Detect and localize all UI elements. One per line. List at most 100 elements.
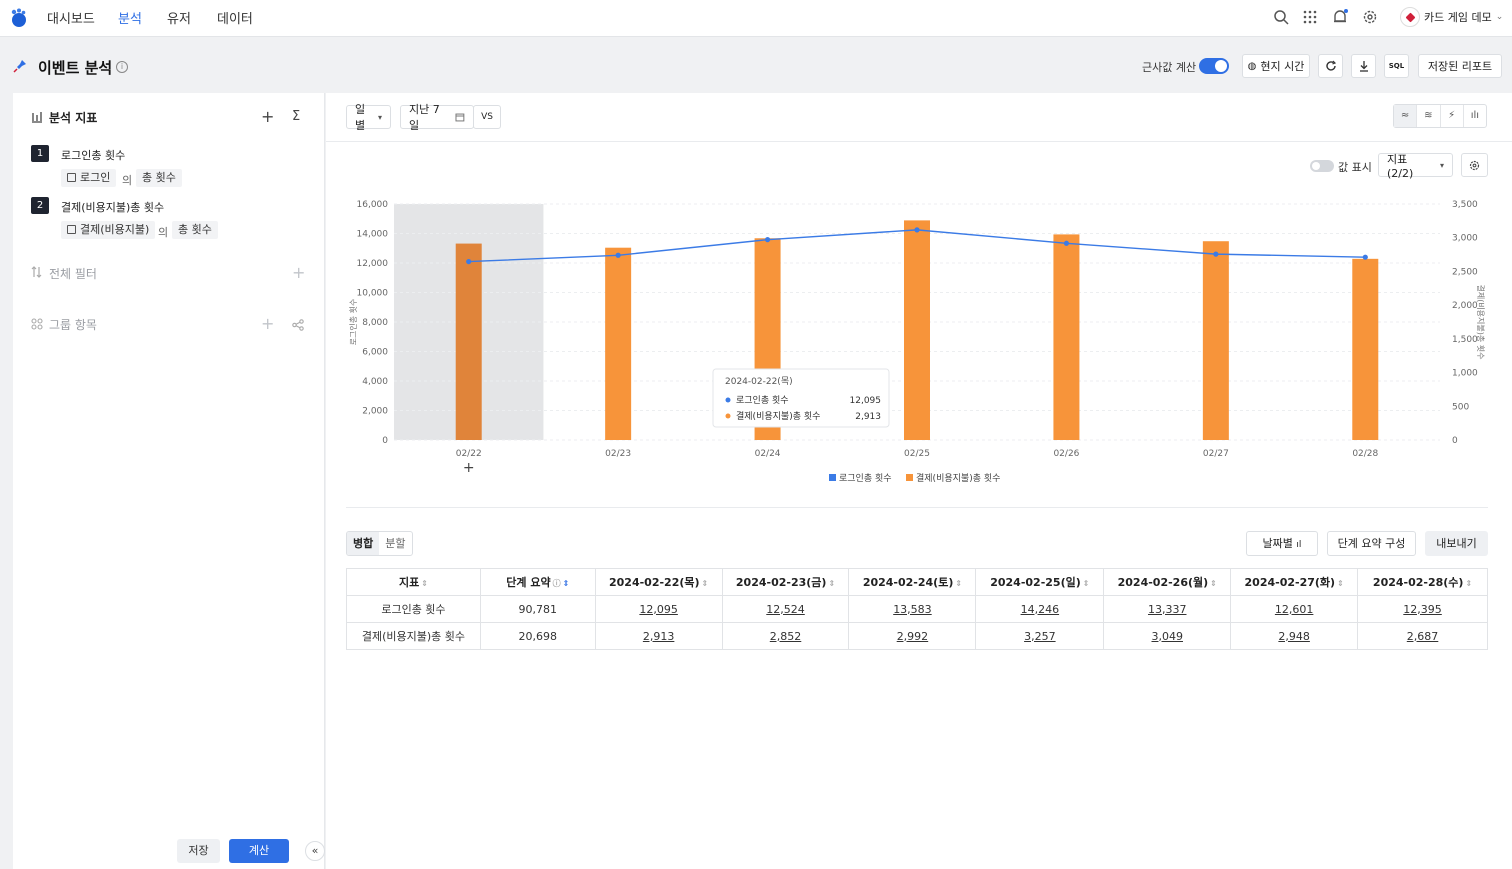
column-header[interactable]: 지표 ⇕ xyxy=(346,568,481,596)
value-cell[interactable]: 2,852 xyxy=(721,622,850,650)
export-button[interactable]: 내보내기 xyxy=(1425,531,1488,556)
value-cell[interactable]: 12,524 xyxy=(721,595,850,623)
y2-tick-label: 3,500 xyxy=(1452,200,1478,210)
globe-icon: ◍ xyxy=(1247,60,1257,72)
value-cell[interactable]: 2,948 xyxy=(1230,622,1359,650)
saved-report-button[interactable]: 저장된 리포트 xyxy=(1418,54,1502,78)
sql-button[interactable]: SQL xyxy=(1384,54,1409,78)
by-date-button[interactable]: 날짜별 ıl xyxy=(1246,531,1318,556)
nav-data[interactable]: 데이터 xyxy=(217,12,253,27)
add-group-icon[interactable]: + xyxy=(261,314,275,333)
nav-dashboard[interactable]: 대시보드 xyxy=(47,12,95,27)
column-header[interactable]: 2024-02-23(금) ⇕ xyxy=(721,568,850,596)
legend-label: 결제(비용지불)총 횟수 xyxy=(916,472,1000,484)
aggregation-chip[interactable]: 총 횟수 xyxy=(172,221,218,239)
y-tick-label: 12,000 xyxy=(357,259,389,269)
legend-label: 로그인총 횟수 xyxy=(839,472,892,484)
local-time-label: 현지 시간 xyxy=(1260,60,1305,73)
aggregation-chip[interactable]: 총 횟수 xyxy=(136,169,182,187)
chart-type-switcher: ≈ ≋ ⚡ ılı xyxy=(1393,104,1487,128)
refresh-button[interactable] xyxy=(1318,54,1343,78)
table-header-row: 지표 ⇕ 단계 요약 ⓘ ⇕ 2024-02-22(목) ⇕ 2024-02-23(금)… xyxy=(346,568,1488,596)
user-menu[interactable]: 카드 게임 데모 ⌄ xyxy=(1400,6,1503,28)
y-axis-label: 로그인총 횟수 xyxy=(348,299,358,346)
metric-select[interactable]: 지표 (2/2) ▾ xyxy=(1378,153,1453,180)
column-header[interactable]: 2024-02-26(월) ⇕ xyxy=(1103,568,1232,596)
of-label: 의 xyxy=(122,174,133,187)
value-cell[interactable]: 12,395 xyxy=(1357,595,1488,623)
merge-mode-tab[interactable]: 병합 xyxy=(347,532,380,555)
tooltip-box xyxy=(712,368,890,428)
tooltip-value: 2,913 xyxy=(855,412,881,422)
y-tick-label: 16,000 xyxy=(357,200,389,210)
calculate-button[interactable]: 계산 xyxy=(229,839,289,863)
notification-bell-icon[interactable] xyxy=(1331,8,1349,26)
add-metric-icon[interactable]: + xyxy=(261,107,275,126)
metrics-section-title: 분석 지표 xyxy=(49,111,98,125)
event-label: 결제(비용지불) xyxy=(80,223,150,236)
compare-vs-button[interactable]: VS xyxy=(473,105,501,129)
calendar-icon xyxy=(455,113,465,122)
info-icon[interactable]: i xyxy=(116,61,128,73)
share-icon[interactable] xyxy=(292,319,304,331)
info-icon: ⓘ xyxy=(552,579,561,588)
line-chart-icon[interactable]: ≈ xyxy=(1394,105,1418,127)
event-chip[interactable]: 결제(비용지불) xyxy=(61,221,156,239)
column-header[interactable]: 2024-02-22(목) ⇕ xyxy=(594,568,723,596)
nav-analysis[interactable]: 분석 xyxy=(118,12,142,27)
nav-users[interactable]: 유저 xyxy=(167,12,191,27)
apps-grid-icon[interactable] xyxy=(1301,8,1319,26)
show-values-toggle[interactable] xyxy=(1310,160,1334,172)
value-cell[interactable]: 13,583 xyxy=(848,595,977,623)
value-cell[interactable]: 12,601 xyxy=(1230,595,1359,623)
event-chart[interactable]: 0 2,000 4,000 6,000 8,000 10,000 12,000 14,000 1… xyxy=(340,190,1500,490)
collapse-panel-button[interactable]: « xyxy=(305,841,325,861)
x-tick-label: 02/28 xyxy=(1352,449,1378,459)
user-name: 카드 게임 데모 xyxy=(1424,11,1492,24)
column-header[interactable]: 2024-02-24(토) ⇕ xyxy=(848,568,977,596)
event-chip[interactable]: 로그인 xyxy=(61,169,117,187)
value-cell[interactable]: 13,337 xyxy=(1103,595,1232,623)
chart-settings-button[interactable] xyxy=(1461,153,1488,177)
x-tick-label: 02/25 xyxy=(904,449,930,459)
value-cell[interactable]: 3,257 xyxy=(975,622,1105,650)
sigma-icon[interactable]: Σ xyxy=(292,109,301,124)
save-button[interactable]: 저장 xyxy=(177,839,220,863)
split-mode-tab[interactable]: 분할 xyxy=(385,537,406,550)
value-cell[interactable]: 12,095 xyxy=(594,595,723,623)
filter-icon xyxy=(31,266,42,278)
summary-config-button[interactable]: 단계 요약 구성 xyxy=(1327,531,1416,556)
stacked-chart-icon[interactable]: ≋ xyxy=(1417,105,1441,127)
sort-icon: ⇕ xyxy=(828,579,836,588)
y-tick-label: 4,000 xyxy=(362,377,388,387)
top-navigation: 대시보드 분석 유저 데이터 카드 게임 데모 ⌄ xyxy=(0,0,1512,37)
granularity-select[interactable]: 일별 ▾ xyxy=(346,103,391,132)
tooltip-title: 2024-02-22(목) xyxy=(725,376,793,387)
column-header[interactable]: 2024-02-28(수) ⇕ xyxy=(1357,568,1488,596)
value-cell[interactable]: 2,913 xyxy=(594,622,723,650)
date-range-picker[interactable]: 지난 7일 xyxy=(400,103,474,132)
download-button[interactable] xyxy=(1351,54,1376,78)
download-icon xyxy=(1359,61,1368,72)
settings-gear-icon[interactable] xyxy=(1361,8,1379,26)
add-filter-icon[interactable]: + xyxy=(292,263,306,282)
value-cell[interactable]: 2,687 xyxy=(1357,622,1488,650)
sort-icon: ⇕ xyxy=(1210,579,1217,588)
search-icon[interactable] xyxy=(1272,8,1290,26)
column-header[interactable]: 2024-02-27(화) ⇕ xyxy=(1230,568,1359,596)
local-time-button[interactable]: ◍ 현지 시간 xyxy=(1242,54,1310,78)
metric-name[interactable]: 결제(비용지불)총 횟수 xyxy=(61,201,165,214)
line-point xyxy=(1362,254,1368,260)
value-cell[interactable]: 14,246 xyxy=(975,595,1105,623)
value-cell[interactable]: 3,049 xyxy=(1103,622,1232,650)
app-logo-icon[interactable] xyxy=(8,7,28,29)
group-section-title: 그룹 항목 xyxy=(49,318,97,332)
approx-calc-toggle[interactable] xyxy=(1199,58,1229,74)
metric-name[interactable]: 로그인총 횟수 xyxy=(61,149,126,162)
sparkline-icon[interactable]: ⚡ xyxy=(1441,105,1464,127)
column-header[interactable]: 단계 요약 ⓘ ⇕ xyxy=(479,568,596,596)
bar-chart-icon[interactable]: ılı xyxy=(1470,110,1480,121)
value-cell[interactable]: 2,992 xyxy=(848,622,977,650)
event-icon xyxy=(67,173,76,182)
column-header[interactable]: 2024-02-25(일) ⇕ xyxy=(975,568,1105,596)
